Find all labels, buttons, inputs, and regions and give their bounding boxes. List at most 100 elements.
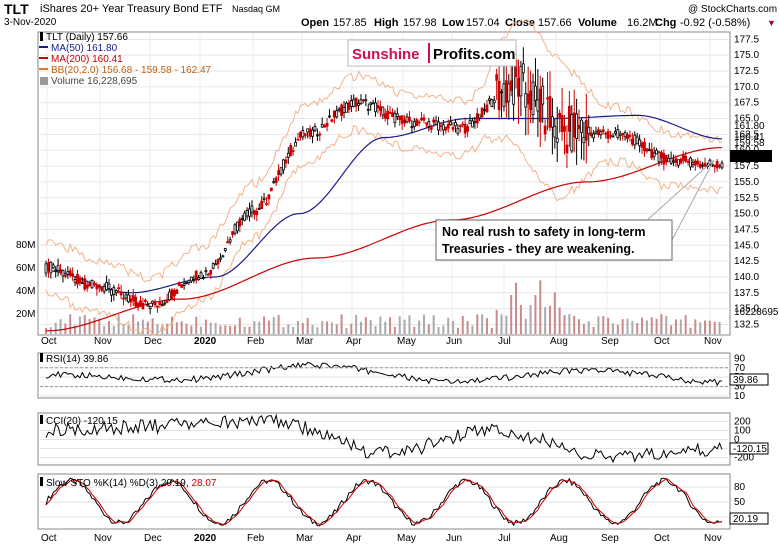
candle-body <box>49 262 53 274</box>
candle-body <box>434 120 438 125</box>
candle-body <box>107 283 111 290</box>
month-tick-label: Oct <box>41 336 57 347</box>
volume-bar <box>471 325 474 334</box>
price-tick-label: 132.5 <box>734 319 759 330</box>
cci-line <box>45 413 723 464</box>
volume-bar <box>301 323 304 334</box>
candle-body <box>328 115 331 118</box>
volume-bar <box>437 326 440 334</box>
candle-body <box>497 80 501 111</box>
candle-body <box>85 284 89 289</box>
candle-body <box>325 122 329 127</box>
candle-body <box>214 263 218 266</box>
volume-bar <box>350 323 353 334</box>
candle-body <box>427 121 431 127</box>
candle-body <box>177 282 181 286</box>
volume-bar <box>597 316 600 334</box>
candle-body <box>83 278 87 290</box>
candle-body <box>635 136 639 145</box>
volume-bar <box>670 325 673 334</box>
candle-body <box>114 290 118 294</box>
price-tick-label: 152.5 <box>734 193 759 204</box>
candle-body <box>466 126 469 132</box>
candle-body <box>139 300 142 307</box>
price-tick-label: 135.0 <box>734 304 759 315</box>
candle-body <box>245 209 249 217</box>
candle-body <box>78 277 82 284</box>
candle-body <box>54 269 58 272</box>
month-tick-label: May <box>397 533 416 544</box>
candle-body <box>582 136 586 144</box>
candle-body <box>269 187 273 192</box>
month-tick-label: Aug <box>550 533 568 544</box>
candle-body <box>335 110 339 118</box>
volume-bar <box>185 323 188 334</box>
volume-bar <box>568 314 571 334</box>
sto-d-line <box>45 478 723 526</box>
volume-bar <box>592 326 595 334</box>
volume-bar <box>311 325 314 334</box>
candle-body <box>163 302 167 305</box>
volume-bar <box>607 317 610 334</box>
candle-body <box>589 132 593 137</box>
candle-body <box>405 116 409 123</box>
volume-bar <box>631 321 634 334</box>
candle-body <box>565 144 569 154</box>
volume-bar <box>127 325 130 334</box>
candle-body <box>454 122 457 127</box>
candle-body <box>352 99 356 107</box>
volume-bar <box>263 316 266 334</box>
rsi-title: RSI(14) 39.86 <box>40 353 109 365</box>
candle-body <box>323 125 327 128</box>
candle-body <box>131 295 135 302</box>
candle-body <box>667 157 671 162</box>
candle-body <box>446 124 450 129</box>
candle-body <box>606 131 610 139</box>
candle-body <box>672 160 675 163</box>
candle-body <box>560 114 564 132</box>
volume-bar <box>195 316 198 334</box>
candle-body <box>621 133 625 135</box>
candle-body <box>441 124 445 131</box>
month-tick-label: Jun <box>446 336 462 347</box>
volume-bar <box>432 315 435 334</box>
volume-bar <box>602 316 605 334</box>
candle-body <box>182 283 186 286</box>
candle-body <box>112 287 116 295</box>
candle-body <box>483 109 486 112</box>
candle-body <box>701 164 705 167</box>
candle-body <box>718 165 721 168</box>
candle-body <box>255 210 259 216</box>
volume-bar <box>122 324 125 334</box>
volume-bar <box>587 321 590 334</box>
candle-body <box>473 121 477 124</box>
candle-body <box>47 262 50 272</box>
candle-body <box>248 208 251 217</box>
right-value-label: 159.58 <box>734 138 765 149</box>
bollinger-upper-line <box>45 19 723 283</box>
volume-bar <box>674 319 677 334</box>
candle-body <box>63 274 67 277</box>
candle-body <box>536 99 540 112</box>
candle-body <box>265 202 268 205</box>
candle-body <box>463 123 467 134</box>
volume-bar <box>258 321 261 334</box>
candle-body <box>219 257 222 260</box>
security-name: iShares 20+ Year Treasury Bond ETF <box>40 3 223 15</box>
candle-body <box>315 134 319 137</box>
month-tick-label: Mar <box>296 336 314 347</box>
candle-body <box>429 125 433 130</box>
candle-body <box>681 154 685 161</box>
candle-body <box>160 304 164 307</box>
candle-body <box>383 113 387 119</box>
candle-body <box>487 98 491 101</box>
legend-ma200: MA(200) 160.41 <box>51 54 123 65</box>
candle-body <box>349 100 353 107</box>
candle-body <box>555 137 559 143</box>
volume-bar <box>166 323 169 334</box>
price-tick-label: 175.0 <box>734 50 759 61</box>
candle-body <box>640 142 644 148</box>
volume-bar <box>529 304 532 334</box>
candle-body <box>374 102 377 113</box>
candle-body <box>524 93 528 108</box>
